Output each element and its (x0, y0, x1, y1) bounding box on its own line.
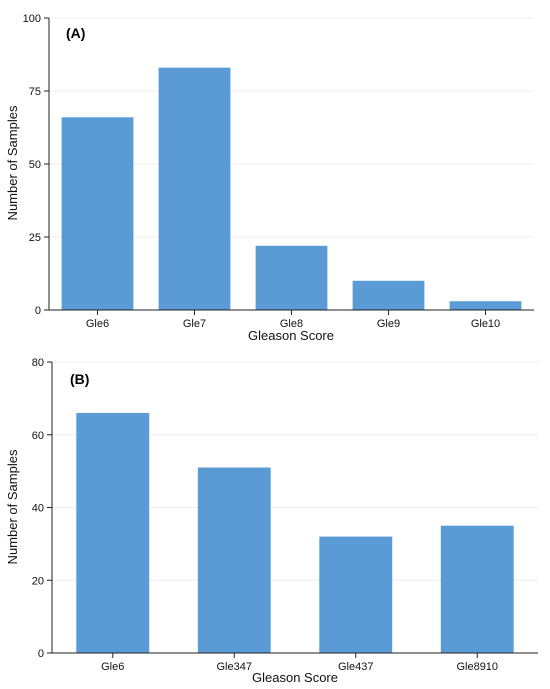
bar-b-gle8910 (440, 525, 514, 653)
y-axis-title-a: Number of Samples (5, 105, 20, 220)
y-tick-label-a-4: 100 (23, 13, 41, 25)
bar-b-gle6 (76, 412, 150, 653)
bar-b-gle347 (197, 467, 271, 653)
y-tick-label-a-3: 75 (29, 86, 41, 98)
y-axis-title-b: Number of Samples (5, 449, 20, 564)
chart-panel-b: 0 20 40 60 80 Gle6 Gle347 Gle437 Gle8910 (B) Gle… (5, 357, 538, 685)
panel-label-a: (A) (66, 25, 85, 41)
x-tick-label-b-gle6: Gle6 (101, 661, 124, 673)
chart-panel-a: 0 25 50 75 100 Gle6 Gle7 Gle8 Gle9 Gle10 (A) Glea… (5, 13, 534, 343)
y-tick-label-a-2: 50 (29, 159, 41, 171)
bar-a-gle9 (352, 280, 425, 310)
x-tick-label-b-gle8910: Gle8910 (456, 661, 498, 673)
bar-a-gle7 (158, 67, 231, 310)
x-tick-label-a-gle10: Gle10 (471, 318, 500, 330)
y-tick-label-b-1: 20 (32, 575, 44, 587)
y-tick-label-a-0: 0 (35, 305, 41, 317)
bar-b-gle437 (319, 536, 393, 653)
x-axis-title-a: Gleason Score (248, 328, 334, 343)
x-tick-label-b-gle437: Gle437 (338, 661, 373, 673)
x-tick-label-a-gle9: Gle9 (377, 318, 400, 330)
bar-a-gle8 (255, 245, 328, 310)
y-tick-label-b-0: 0 (38, 648, 44, 660)
bar-a-gle10 (449, 301, 522, 310)
x-tick-label-a-gle6: Gle6 (86, 318, 109, 330)
y-tick-label-b-3: 60 (32, 430, 44, 442)
x-tick-label-a-gle7: Gle7 (183, 318, 206, 330)
x-axis-title-b: Gleason Score (252, 670, 338, 685)
panel-label-b: (B) (70, 371, 89, 387)
x-tick-label-b-gle347: Gle347 (217, 661, 252, 673)
y-tick-label-a-1: 25 (29, 232, 41, 244)
bar-a-gle6 (61, 117, 134, 310)
y-tick-label-b-2: 40 (32, 503, 44, 515)
x-tick-label-a-gle8: Gle8 (280, 318, 303, 330)
y-tick-label-b-4: 80 (32, 357, 44, 369)
